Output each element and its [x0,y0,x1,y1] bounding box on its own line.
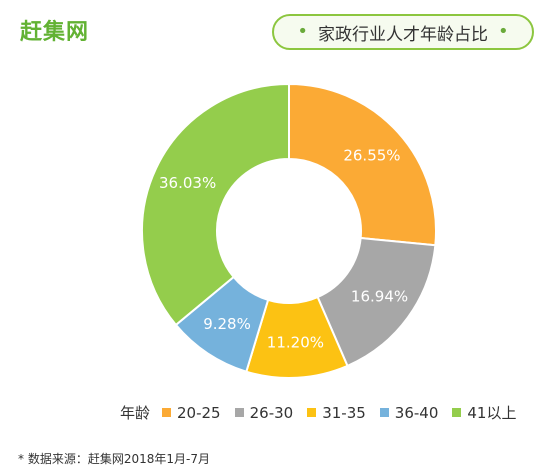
title-dot-left-icon: • [297,21,308,42]
legend-swatch [307,408,317,417]
legend-title: 年龄 [120,404,151,422]
donut-slice-26-30 [316,236,437,368]
legend-label: 36-40 [394,403,439,422]
slice-label-41-plus: 36.03% [159,174,216,192]
donut-slices [141,82,437,379]
legend-swatch [452,408,462,417]
title-dot-right-icon: • [498,21,509,42]
chart-title: 家政行业人才年龄占比 [318,24,488,45]
legend-label: 31-35 [322,403,366,422]
slice-label-20-25: 26.55% [343,146,400,164]
legend-item-36-40: 36-40 [379,403,439,422]
slice-label-26-30: 16.94% [351,287,408,305]
legend-swatch [379,408,389,417]
donut-labels: 26.55% 16.94% 11.20% 9.28% 36.03% [159,146,408,351]
brand-logo: 赶集网 [20,20,90,45]
slice-label-31-35: 11.20% [267,333,324,351]
legend-label: 20-25 [177,403,221,422]
donut-slice-41-plus [141,82,290,327]
legend-item-31-35: 31-35 [307,404,366,422]
chart-title-box: • 家政行业人才年龄占比 • [272,14,534,50]
donut-slice-20-25 [288,82,437,247]
legend-item-20-25: 20-25 [162,404,221,422]
legend-swatch [162,408,172,417]
legend: 年龄 20-25 26-30 31-35 36-40 41以上 [120,402,530,423]
legend-item-41-plus: 41以上 [452,402,516,423]
legend-swatch [234,408,244,417]
legend-item-26-30: 26-30 [234,403,294,422]
legend-label: 26-30 [249,403,294,422]
slice-label-36-40: 9.28% [203,315,251,333]
legend-label: 41以上 [467,404,517,422]
data-source-note: * 数据来源：赶集网2018年1月-7月 [18,452,210,466]
